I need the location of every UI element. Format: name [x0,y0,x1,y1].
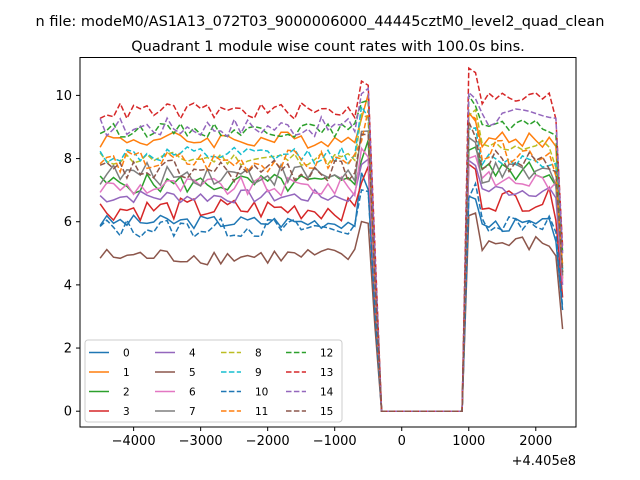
x-axis: −4000 −3000 −2000 −1000 0 1000 2000 [112,427,552,449]
legend-label-6: 6 [189,387,196,399]
x-tick-label: −2000 [246,434,290,449]
legend-label-11: 11 [255,406,268,418]
plot-frame [79,57,577,428]
series-10-line [99,181,564,412]
legend-label-9: 9 [255,367,262,379]
series-lines [99,66,564,412]
chart-suptitle: n file: modeM0/AS1A13_072T03_9000006000_… [36,14,605,30]
x-tick-label: −4000 [112,434,156,449]
legend-label-3: 3 [123,406,130,418]
y-tick-label: 6 [64,215,72,230]
legend-label-4: 4 [189,348,196,360]
x-tick-label: −1000 [313,434,357,449]
y-tick-label: 2 [64,342,72,357]
x-tick-label: 2000 [519,434,552,449]
legend-label-7: 7 [189,406,196,418]
y-tick-label: 8 [64,152,72,167]
legend-label-13: 13 [320,367,333,379]
series-14-line [99,86,564,412]
legend-label-14: 14 [320,387,334,399]
legend-label-2: 2 [123,387,130,399]
y-tick-label: 10 [55,89,72,104]
series-9-line [99,104,564,412]
legend-label-10: 10 [255,387,268,399]
x-tick-label: −3000 [179,434,223,449]
legend-label-5: 5 [189,367,196,379]
y-tick-label: 4 [64,278,72,293]
series-12-line [99,93,564,412]
x-offset-label: +4.405e8 [512,454,576,469]
legend-box [84,339,343,423]
series-4-line [99,157,564,412]
y-tick-label: 0 [64,405,72,420]
series-7-line [99,130,564,412]
series-11-line [99,110,564,412]
legend-label-12: 12 [320,348,333,360]
legend-label-15: 15 [320,406,333,418]
series-0-line [99,172,564,412]
x-tick-label: 0 [398,434,406,449]
legend-label-8: 8 [255,348,262,360]
legend-label-1: 1 [123,367,130,379]
chart-title: Quadrant 1 module wise count rates with … [131,39,525,55]
legend-label-0: 0 [123,348,130,360]
series-5-line [99,211,564,412]
series-6-line [99,146,564,412]
series-15-line [99,121,564,412]
y-axis: 0 2 4 6 8 10 [55,89,80,420]
series-3-line [99,162,564,412]
x-tick-label: 1000 [452,434,485,449]
series-13-line [99,66,564,412]
series-1-line [99,94,564,412]
